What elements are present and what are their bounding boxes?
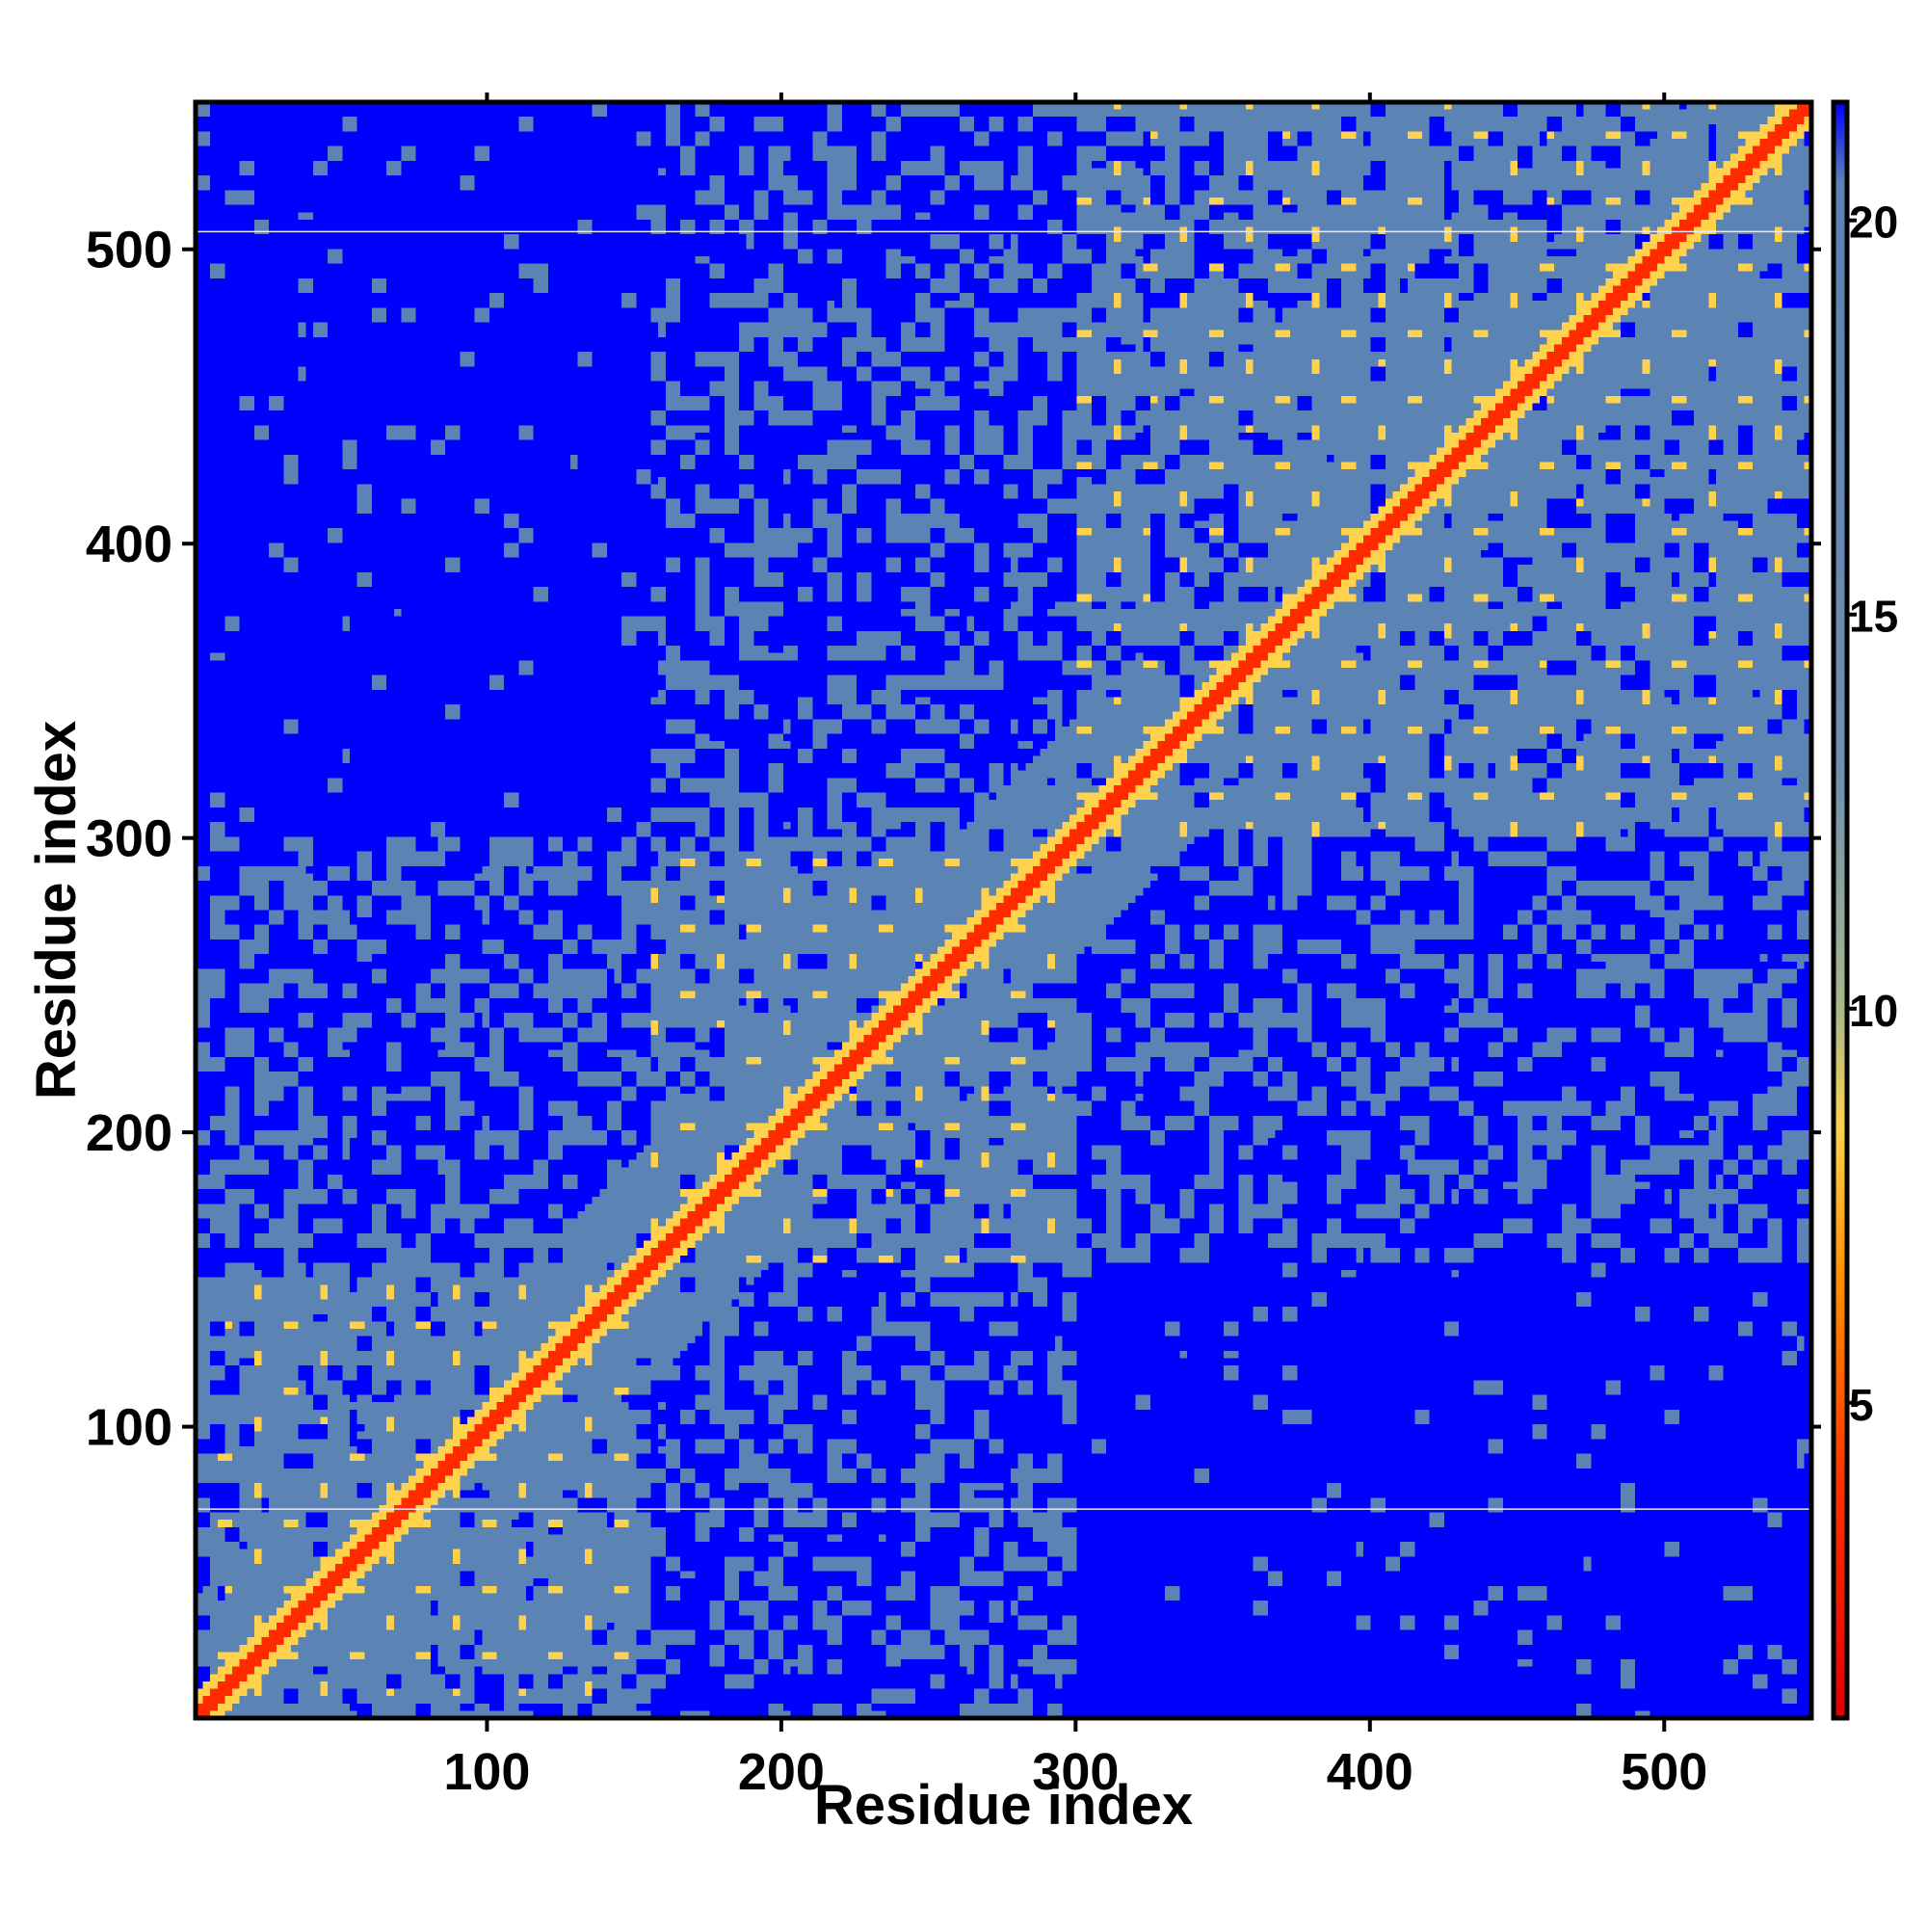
x-axis-title: Residue index [814, 1774, 1193, 1837]
heatmap-image [196, 102, 1811, 1718]
x-tick-label: 100 [443, 1743, 530, 1801]
colorbar-tick-label: 10 [1849, 986, 1898, 1036]
y-tick-label: 300 [86, 810, 172, 868]
y-axis-ticks: 100 200 300 400 500 [86, 222, 1821, 1457]
colorbar-tick-label: 15 [1849, 592, 1898, 642]
reference-lines [196, 230, 1811, 1510]
y-tick-label: 500 [86, 222, 172, 279]
x-axis-ticks: 100 200 300 400 500 [443, 93, 1707, 1801]
plot-frame [193, 99, 1814, 1721]
y-tick-label: 100 [86, 1399, 172, 1457]
colorbar-tick-label: 20 [1849, 198, 1898, 248]
y-axis-title: Residue index [25, 721, 88, 1099]
x-tick-label: 200 [738, 1743, 825, 1801]
colorbar-ticks: 5 10 15 20 [1847, 198, 1898, 1430]
x-tick-label: 500 [1621, 1743, 1707, 1801]
heatmap [196, 102, 1811, 1718]
x-tick-label: 400 [1327, 1743, 1413, 1801]
x-tick-label: 300 [1032, 1743, 1119, 1801]
y-tick-label: 400 [86, 516, 172, 573]
colorbar-tick-label: 5 [1849, 1380, 1874, 1430]
y-tick-label: 200 [86, 1104, 172, 1162]
colorbar [1831, 99, 1850, 1721]
